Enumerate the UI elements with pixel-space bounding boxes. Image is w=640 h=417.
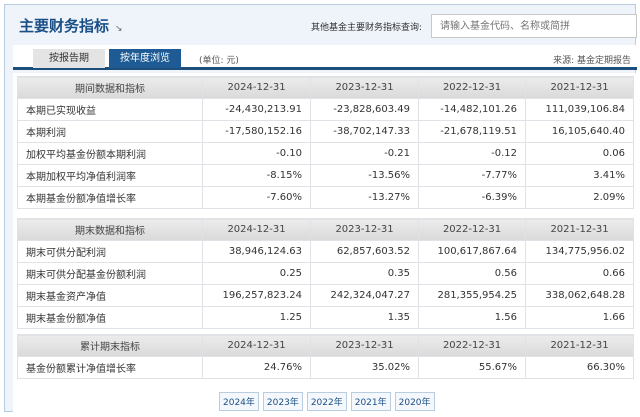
cell-value: 38,946,124.63 [202,240,311,263]
cell-value: 2023-12-31 [310,218,419,241]
table-area: 期间数据和指标 2024-12-31 2023-12-31 2022-12-31 202… [13,73,637,413]
cell-value: 2024-12-31 [202,218,311,241]
cell-value: -13.56% [310,164,419,187]
year-button[interactable]: 2023年 [262,392,303,411]
cell-value: 2.09% [525,186,634,209]
cell-value: -14,482,101.26 [418,98,526,121]
table-row: 本期加权平均净值利润率 -8.15% -13.56% -7.77% 3.41% [17,164,634,187]
year-button[interactable]: 2022年 [306,392,347,411]
tab-by-report-period[interactable]: 按报告期 [33,49,105,68]
cell-value: -24,430,213.91 [202,98,311,121]
table-row: 期末可供分配利润 38,946,124.63 62,857,603.52 100,61… [17,240,634,263]
cell-value: -7.77% [418,164,526,187]
table-row: 期末可供分配基金份额利润 0.25 0.35 0.56 0.66 [17,262,634,285]
row-label: 期末可供分配基金份额利润 [17,262,203,285]
tab-bar: 按报告期 按年度浏览 (单位: 元) 来源: 基金定期报告 [13,45,637,70]
row-label: 本期已实现收益 [17,98,203,121]
cell-value: 134,775,956.02 [525,240,634,263]
table-header-row: 累计期末指标 2024-12-31 2023-12-31 2022-12-31 2021… [17,334,634,357]
cell-value: -6.39% [418,186,526,209]
cell-value: 2024-12-31 [202,334,311,357]
cell-value: 66.30% [525,356,634,379]
cell-value: 2021-12-31 [525,334,634,357]
cell-value: 100,617,867.64 [418,240,526,263]
row-label: 本期基金份额净值增长率 [17,186,203,209]
cell-value: 3.41% [525,164,634,187]
cell-value: 24.76% [202,356,311,379]
cell-value: 2023-12-31 [310,334,419,357]
row-label: 加权平均基金份额本期利润 [17,142,203,165]
cell-value: 0.66 [525,262,634,285]
cell-value: -23,828,603.49 [310,98,419,121]
row-label: 期末数据和指标 [17,218,203,241]
cumulative-table: 累计期末指标 2024-12-31 2023-12-31 2022-12-31 2021… [17,334,634,379]
cell-value: -0.21 [310,142,419,165]
table-header-row: 期间数据和指标 2024-12-31 2023-12-31 2022-12-31 202… [17,76,634,99]
table-row: 本期利润 -17,580,152.16 -38,702,147.33 -21,678,… [17,120,634,143]
row-label: 期末基金份额净值 [17,306,203,329]
cell-value: -38,702,147.33 [310,120,419,143]
row-label: 本期加权平均净值利润率 [17,164,203,187]
end-of-period-table: 期末数据和指标 2024-12-31 2023-12-31 2022-12-31 202… [17,218,634,329]
cell-value: 0.25 [202,262,311,285]
cell-value: 1.25 [202,306,311,329]
cell-value: 196,257,823.24 [202,284,311,307]
cell-value: 2021-12-31 [525,218,634,241]
cell-value: 242,324,047.27 [310,284,419,307]
cell-value: 338,062,648.28 [525,284,634,307]
table-row: 期末基金份额净值 1.25 1.35 1.56 1.66 [17,306,634,329]
table-row: 本期已实现收益 -24,430,213.91 -23,828,603.49 -14,4… [17,98,634,121]
row-label: 期间数据和指标 [17,76,203,99]
cell-value: 0.06 [525,142,634,165]
cell-value: -7.60% [202,186,311,209]
cell-value: 0.35 [310,262,419,285]
cell-value: -17,580,152.16 [202,120,311,143]
row-label: 期末可供分配利润 [17,240,203,263]
cell-value: 2022-12-31 [418,334,526,357]
cell-value: -0.10 [202,142,311,165]
year-button[interactable]: 2020年 [394,392,435,411]
unit-label: (单位: 元) [199,56,239,66]
year-selector: 2024年 2023年 2022年 2021年 2020年 [219,392,435,411]
table-row: 加权平均基金份额本期利润 -0.10 -0.21 -0.12 0.06 [17,142,634,165]
row-label: 期末基金资产净值 [17,284,203,307]
table-header-row: 期末数据和指标 2024-12-31 2023-12-31 2022-12-31 202… [17,218,634,241]
page-title: 主要财务指标 ↘ [19,17,123,35]
tab-by-year[interactable]: 按年度浏览 [109,49,181,68]
cell-value: -13.27% [310,186,419,209]
cell-value: 62,857,603.52 [310,240,419,263]
cell-value: 111,039,106.84 [525,98,634,121]
financial-indicators-panel: 主要财务指标↘ 其他基金主要财务指标查询: 按报告期 按年度浏览 (单位: 元)… [4,4,637,413]
cell-value: 2023-12-31 [310,76,419,99]
cell-value: 1.56 [418,306,526,329]
period-data-table: 期间数据和指标 2024-12-31 2023-12-31 2022-12-31 202… [17,76,634,209]
cell-value: 1.66 [525,306,634,329]
cell-value: 16,105,640.40 [525,120,634,143]
fund-search-input[interactable] [431,14,637,38]
arrow-down-right-icon[interactable]: ↘ [115,24,123,34]
row-label: 本期利润 [17,120,203,143]
cell-value: -0.12 [418,142,526,165]
row-label: 基金份额累计净值增长率 [17,356,203,379]
source-label: 来源: 基金定期报告 [553,56,631,66]
cell-value: 2022-12-31 [418,76,526,99]
cell-value: 2021-12-31 [525,76,634,99]
cell-value: 281,355,954.25 [418,284,526,307]
table-row: 本期基金份额净值增长率 -7.60% -13.27% -6.39% 2.09% [17,186,634,209]
cell-value: -8.15% [202,164,311,187]
cell-value: 1.35 [310,306,419,329]
query-label: 其他基金主要财务指标查询: [311,23,423,33]
cell-value: -21,678,119.51 [418,120,526,143]
row-label: 累计期末指标 [17,334,203,357]
table-row: 基金份额累计净值增长率 24.76% 35.02% 55.67% 66.30% [17,356,634,379]
year-button[interactable]: 2024年 [219,392,259,411]
table-row: 期末基金资产净值 196,257,823.24 242,324,047.27 281,… [17,284,634,307]
cell-value: 2022-12-31 [418,218,526,241]
cell-value: 0.56 [418,262,526,285]
cell-value: 2024-12-31 [202,76,311,99]
cell-value: 55.67% [418,356,526,379]
cell-value: 35.02% [310,356,419,379]
year-button[interactable]: 2021年 [350,392,391,411]
